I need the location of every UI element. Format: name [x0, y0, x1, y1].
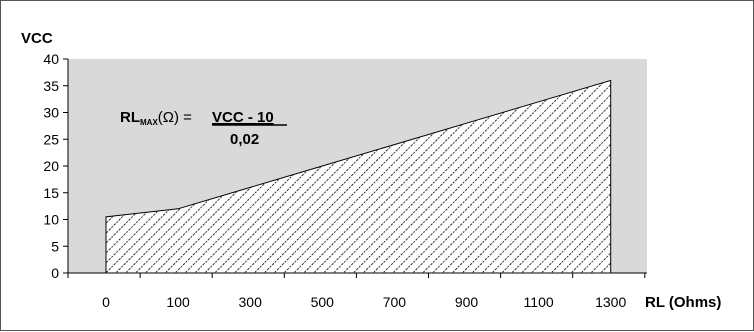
- y-tick-label: 40: [43, 51, 59, 67]
- x-tick-label: 500: [311, 294, 335, 310]
- x-tick-label: 1100: [524, 294, 554, 310]
- y-axis-title: VCC: [21, 30, 53, 47]
- x-tick-label: 0: [102, 294, 110, 310]
- y-tick-label: 15: [43, 185, 59, 201]
- formula-numerator: VCC - 10: [212, 109, 274, 126]
- x-tick-label: 300: [239, 294, 263, 310]
- formula-unit: (Ω) =: [158, 109, 192, 126]
- formula-rl: RL: [120, 109, 140, 126]
- x-tick-label: 700: [383, 294, 407, 310]
- x-tick-label: 900: [455, 294, 479, 310]
- x-tick-label: 1300: [595, 294, 626, 310]
- y-tick-label: 10: [43, 212, 59, 228]
- formula-denominator: 0,02: [230, 131, 259, 148]
- y-tick-label: 25: [43, 131, 59, 147]
- formula-subscript: MAX: [140, 118, 158, 127]
- svg-text:RLMAX(Ω) =: RLMAX(Ω) =: [120, 109, 192, 127]
- y-tick-label: 20: [43, 158, 59, 174]
- x-axis-title: RL (Ohms): [645, 294, 721, 311]
- y-tick-label: 35: [43, 78, 59, 94]
- x-tick-label: 100: [166, 294, 190, 310]
- x-axis-ticks: 0 100 300 500 700 900 1100 1300: [67, 273, 646, 310]
- y-axis-ticks: 0 5 10 15 20 25 30 35 40: [43, 51, 68, 281]
- y-tick-label: 5: [51, 238, 59, 254]
- y-tick-label: 30: [43, 105, 59, 121]
- data-area: [105, 79, 612, 274]
- y-tick-label: 0: [51, 265, 59, 281]
- formula-annotation: RLMAX(Ω) = VCC - 10 0,02: [120, 109, 287, 148]
